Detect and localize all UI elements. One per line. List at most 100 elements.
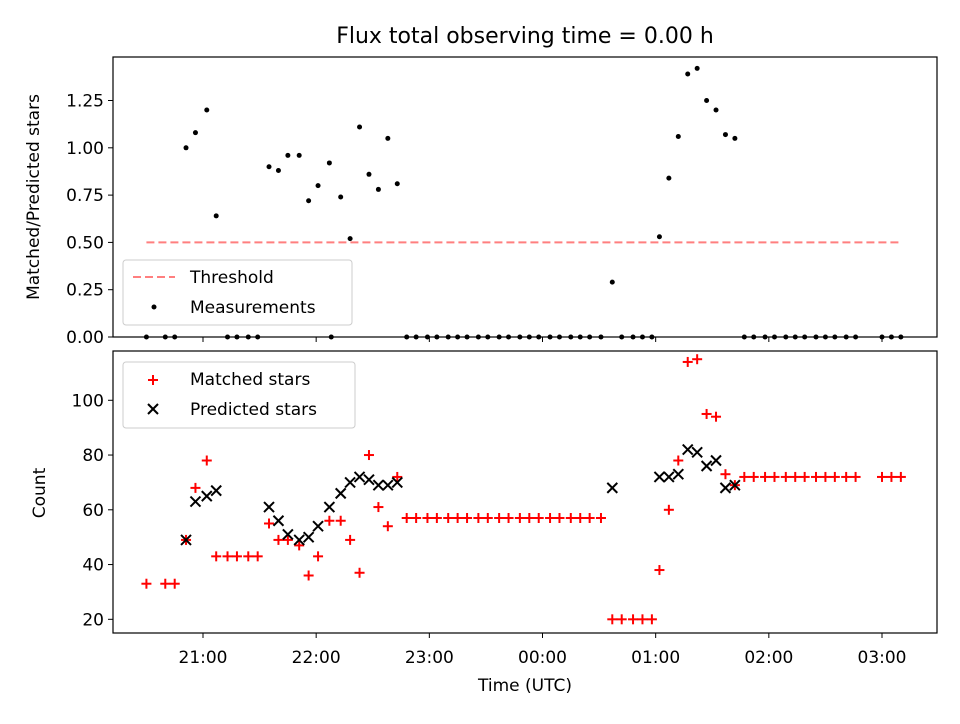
matched-stars-point [850,471,861,482]
x-tick-label: 00:00 [518,648,567,668]
measurement-point [315,183,321,189]
matched-stars-point [701,408,712,419]
legend-predicted-swatch [147,403,159,415]
measurement-point [326,160,332,166]
predicted-stars-point [344,476,356,489]
measurement-point [732,135,738,141]
matched-stars-point [565,513,576,524]
matched-stars-point [616,614,627,625]
matched-stars-point [584,513,595,524]
top-y-axis-label: Matched/Predicted stars [24,94,44,300]
matched-stars-point [503,513,514,524]
matched-stars-point [829,471,840,482]
matched-stars-point [324,515,335,526]
bottom-y-axis-label: Count [30,467,50,518]
predicted-stars-point [210,484,222,497]
x-tick-label: 02:00 [744,648,793,668]
predicted-stars-point [282,528,294,541]
measurement-point [713,107,719,113]
matched-stars-point [345,534,356,545]
matched-stars-point [273,534,284,545]
predicted-stars-point [719,482,732,494]
top-y-tick-label: 1.00 [66,139,104,159]
legend-measurements-label: Measurements [190,298,316,318]
measurement-point [609,279,615,285]
legend-matched-label: Matched stars [190,370,310,390]
matched-stars-point [810,471,821,482]
bottom-legend: Matched stars Predicted stars [122,361,356,429]
matched-stars-point [799,471,810,482]
measurement-point [275,168,281,174]
top-y-tick-label: 0.75 [66,186,104,206]
measurement-point [183,145,189,151]
bottom-y-tick-label: 40 [82,556,104,576]
matched-stars-point [243,551,254,562]
matched-stars-point [820,471,831,482]
legend-predicted-label: Predicted stars [190,400,317,420]
predicted-stars-point [180,534,192,546]
measurement-point [385,135,391,141]
matched-stars-point [637,614,648,625]
top-axes-frame [112,56,938,338]
matched-stars-point [462,513,473,524]
measurement-point [285,152,291,158]
measurement-point [685,71,691,77]
matched-stars-point [575,513,586,524]
measurement-point [394,181,400,187]
top-y-tick-label: 0.50 [66,233,104,253]
bottom-axes-frame [112,350,938,634]
x-tick-label: 21:00 [179,648,228,668]
bottom-y-tick-label: 60 [82,501,104,521]
matched-stars-point [482,513,493,524]
matched-stars-point [895,471,906,482]
matched-stars-point [313,551,324,562]
predicted-stars-point [700,460,713,472]
predicted-stars-point [189,495,202,508]
top-legend-box [122,259,353,326]
matched-stars-point [422,513,433,524]
matched-stars-point [628,614,639,625]
predicted-stars-point [710,454,722,467]
predicted-stars-point [334,487,347,500]
predicted-stars-point [312,520,324,532]
predicted-stars-point [302,531,315,543]
matched-stars-point [264,518,275,529]
legend-measurements-swatch [151,304,157,310]
predicted-stars-point [672,468,685,480]
measurement-point [357,124,363,130]
matched-stars-point [294,540,305,551]
predicted-stars-point [382,479,394,491]
matched-stars-point [533,513,544,524]
matched-stars-point [222,551,233,562]
x-tick-label: 23:00 [405,648,454,668]
matched-stars-point [382,521,393,532]
predicted-stars-point [691,446,703,459]
measurement-point [213,213,219,219]
matched-stars-point [514,513,525,524]
bottom-y-tick-label: 80 [82,446,104,466]
measurement-point [366,171,372,177]
matched-stars-point [452,513,463,524]
matched-stars-point [790,471,801,482]
measurement-point [266,164,272,170]
matched-stars-point [282,534,293,545]
matched-stars-point [769,471,780,482]
matched-stars-point [524,513,535,524]
bottom-y-tick-label: 100 [72,391,104,411]
top-legend: Threshold Measurements [122,259,353,326]
x-axis-label: Time (UTC) [477,676,572,696]
matched-stars-point [711,411,722,422]
measurement-point [656,234,662,240]
matched-stars-point [354,567,365,578]
matched-stars-point [169,578,180,589]
measurement-point [338,194,344,200]
matched-stars-point [411,513,422,524]
measurement-point [375,186,381,192]
matched-stars-point [201,455,212,466]
legend-threshold-label: Threshold [189,268,274,288]
measurement-point [666,175,672,181]
top-subplot: 0.00 0.25 0.50 0.75 1.00 1.25 [66,56,938,348]
top-y-tick-label: 0.00 [66,328,104,348]
measurement-point [675,133,681,139]
